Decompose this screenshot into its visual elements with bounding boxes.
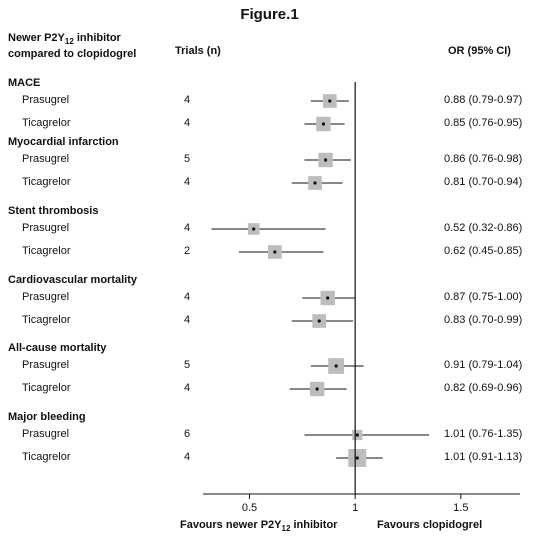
row-trials: 4: [184, 222, 191, 234]
row-trials: 6: [184, 428, 191, 440]
row-label: Prasugrel: [22, 291, 70, 303]
or-point: [313, 181, 317, 185]
or-point: [321, 122, 326, 126]
row-trials: 4: [184, 314, 191, 326]
figure-title: Figure.1: [240, 6, 299, 23]
group-label: All-cause mortality: [8, 342, 107, 354]
row-label: Ticagrelor: [22, 314, 71, 326]
comparison-header-line2: compared to clopidogrel: [8, 48, 137, 61]
row-label: Ticagrelor: [22, 117, 71, 129]
favours-newer-label: Favours newer P2Y12 inhibitor: [180, 519, 337, 533]
group-label: Major bleeding: [8, 411, 86, 423]
trials-header: Trials (n): [175, 45, 221, 57]
row-label: Ticagrelor: [22, 176, 71, 188]
row-label: Prasugrel: [22, 94, 70, 106]
or-point: [323, 158, 328, 162]
row-or-text: 0.82 (0.69-0.96): [444, 382, 523, 394]
row-or-text: 0.86 (0.76-0.98): [444, 153, 523, 165]
row-trials: 5: [184, 359, 191, 371]
comparison-header-line1-suffix: inhibitor: [73, 32, 121, 44]
or-point: [273, 250, 277, 254]
or-point: [315, 387, 319, 391]
row-or-text: 0.85 (0.76-0.95): [444, 117, 523, 129]
or-point: [252, 227, 256, 231]
group-label: Myocardial infarction: [8, 136, 119, 148]
or-point: [328, 99, 332, 103]
row-trials: 4: [184, 382, 191, 394]
or-point: [317, 319, 321, 323]
row-label: Prasugrel: [22, 222, 70, 234]
comparison-header-sub: 12: [64, 37, 74, 47]
row-or-text: 0.87 (0.75-1.00): [444, 291, 523, 303]
row-label: Ticagrelor: [22, 451, 71, 463]
or-point: [326, 296, 330, 300]
favours-clopidogrel-label: Favours clopidogrel: [377, 519, 483, 531]
row-or-text: 0.88 (0.79-0.97): [444, 94, 523, 106]
row-or-text: 0.62 (0.45-0.85): [444, 245, 523, 257]
comparison-header-line1: Newer P2Y: [8, 32, 65, 44]
row-trials: 4: [184, 117, 191, 129]
row-trials: 4: [184, 176, 191, 188]
row-trials: 4: [184, 451, 191, 463]
x-tick-label: 0.5: [242, 502, 257, 514]
or-point: [355, 433, 359, 437]
favours-newer-prefix: Favours newer P2Y: [180, 519, 282, 531]
or-header: OR (95% CI): [448, 45, 511, 57]
comparison-header: Newer P2Y12 inhibitor compared to clopid…: [8, 32, 136, 61]
row-or-text: 1.01 (0.91-1.13): [444, 451, 523, 463]
row-label: Ticagrelor: [22, 382, 71, 394]
group-label: Stent thrombosis: [8, 205, 99, 217]
or-point: [355, 456, 359, 460]
row-or-text: 1.01 (0.76-1.35): [444, 428, 523, 440]
row-or-text: 0.81 (0.70-0.94): [444, 176, 523, 188]
favours-newer-sub: 12: [281, 524, 291, 534]
row-label: Prasugrel: [22, 153, 70, 165]
group-label: MACE: [8, 77, 41, 89]
favours-newer-suffix: inhibitor: [290, 519, 338, 531]
x-tick-label: 1: [352, 502, 358, 514]
row-trials: 2: [184, 245, 191, 257]
or-point: [334, 364, 338, 368]
row-or-text: 0.91 (0.79-1.04): [444, 359, 523, 371]
group-label: Cardiovascular mortality: [8, 274, 137, 286]
x-tick-label: 1.5: [453, 502, 468, 514]
row-label: Prasugrel: [22, 428, 70, 440]
row-trials: 4: [184, 94, 191, 106]
row-label: Prasugrel: [22, 359, 70, 371]
row-or-text: 0.52 (0.32-0.86): [444, 222, 523, 234]
row-trials: 5: [184, 153, 191, 165]
row-label: Ticagrelor: [22, 245, 71, 257]
row-or-text: 0.83 (0.70-0.99): [444, 314, 523, 326]
row-trials: 4: [184, 291, 191, 303]
